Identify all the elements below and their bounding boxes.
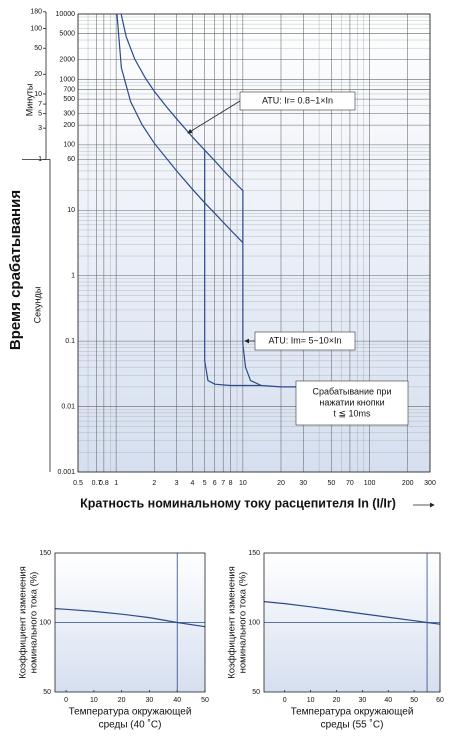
- curve: [54, 608, 206, 628]
- x-tick-label: 50: [328, 480, 336, 487]
- annotation-text: t ≦ 10ms: [333, 408, 371, 418]
- x-tick-label: 4: [190, 480, 194, 487]
- x-tick-label: 200: [402, 480, 414, 487]
- y2-tick-label: 10: [34, 91, 42, 98]
- y-tick-label: 10000: [56, 11, 76, 18]
- y-axis-title: Коэффициент изменения: [18, 566, 29, 679]
- y-tick-label: 100: [248, 619, 260, 626]
- x-tick-label: 300: [424, 480, 436, 487]
- y-tick-label: 300: [63, 110, 75, 117]
- x-tick-label: 1: [114, 480, 118, 487]
- curve: [120, 13, 300, 388]
- x-tick-label: 20: [333, 697, 341, 704]
- y-axis-title: номинального тока (%): [29, 572, 40, 674]
- x-tick-label: 0.8: [99, 480, 109, 487]
- x-tick-label: 0.5: [73, 480, 83, 487]
- y-tick-label: 100: [63, 142, 75, 149]
- y-tick-label: 100: [39, 619, 51, 626]
- x-tick-label: 40: [173, 697, 181, 704]
- x-tick-label: 60: [436, 697, 444, 704]
- y-tick-label: 50: [252, 689, 260, 696]
- plot-frame: [263, 552, 441, 693]
- annotation-box: [295, 380, 409, 426]
- y-tick-label: 0.1: [65, 338, 75, 345]
- curve: [263, 601, 441, 625]
- plot-frame: [77, 13, 431, 473]
- y2-tick-label: 5: [38, 110, 42, 117]
- annotation-text: ATU: Ir= 0.8~1×In: [262, 95, 333, 105]
- x-tick-label: 5: [203, 480, 207, 487]
- x-axis-title: Температура окружающей: [291, 707, 414, 718]
- y-tick-label: 1000: [59, 76, 75, 83]
- y-tick-label: 60: [67, 156, 75, 163]
- y-axis-title: Время срабатывания: [7, 190, 24, 350]
- x-tick-label: 40: [384, 697, 392, 704]
- y-tick-label: 1: [71, 273, 75, 280]
- annotation-text: ATU: Im= 5~10×In: [268, 335, 341, 345]
- x-tick-label: 10: [239, 480, 247, 487]
- curve: [204, 150, 262, 387]
- x-axis-title: Кратность номинальному току расцепителя …: [80, 496, 396, 510]
- seconds-axis-title: Секунды: [32, 287, 42, 324]
- y-tick-label: 200: [63, 122, 75, 129]
- x-axis-title: среды (55 ˚C): [321, 719, 384, 731]
- y-tick-label: 50: [43, 689, 51, 696]
- x-tick-label: 8: [229, 480, 233, 487]
- y2-tick-label: 20: [34, 71, 42, 78]
- x-tick-label: 3: [175, 480, 179, 487]
- x-tick-label: 6: [213, 480, 217, 487]
- x-tick-label: 0: [64, 697, 68, 704]
- x-tick-label: 0: [283, 697, 287, 704]
- y2-axis-title: Минуты: [24, 84, 34, 117]
- annotation-text: нажатии кнопки: [319, 397, 384, 407]
- annotation-text: Срабатывание при: [313, 386, 392, 396]
- x-tick-label: 30: [299, 480, 307, 487]
- y-tick-label: 2000: [59, 57, 75, 64]
- y-tick-label: 500: [63, 96, 75, 103]
- x-tick-label: 50: [410, 697, 418, 704]
- y2-tick-label: 100: [30, 25, 42, 32]
- x-tick-label: 70: [346, 480, 354, 487]
- x-axis-title: Температура окружающей: [69, 707, 192, 718]
- x-tick-label: 30: [358, 697, 366, 704]
- y-tick-label: 0.001: [57, 469, 75, 476]
- x-tick-label: 20: [277, 480, 285, 487]
- plot-frame: [54, 552, 206, 693]
- y-tick-label: 10: [67, 207, 75, 214]
- y-axis-title: Коэффициент изменения: [227, 566, 238, 679]
- y2-tick-label: 180: [30, 9, 42, 16]
- x-axis-title: среды (40 ˚C): [99, 719, 162, 731]
- y-tick-label: 0.01: [61, 403, 75, 410]
- x-tick-label: 10: [90, 697, 98, 704]
- y2-tick-label: 3: [38, 125, 42, 132]
- x-tick-label: 50: [201, 697, 209, 704]
- y-tick-label: 700: [63, 86, 75, 93]
- x-tick-label: 20: [118, 697, 126, 704]
- y2-tick-label: 7: [38, 101, 42, 108]
- y-tick-label: 5000: [59, 31, 75, 38]
- y2-tick-label: 50: [34, 45, 42, 52]
- y-axis-title: номинального тока (%): [238, 572, 249, 674]
- x-tick-label: 100: [364, 480, 376, 487]
- annotation-arrow: [187, 100, 241, 134]
- x-tick-label: 2: [152, 480, 156, 487]
- y-tick-label: 150: [39, 550, 51, 557]
- x-tick-label: 0.7: [92, 480, 102, 487]
- x-tick-label: 30: [146, 697, 154, 704]
- y-tick-label: 150: [248, 550, 260, 557]
- x-tick-label: 7: [221, 480, 225, 487]
- x-tick-label: 10: [307, 697, 315, 704]
- curve: [116, 13, 244, 244]
